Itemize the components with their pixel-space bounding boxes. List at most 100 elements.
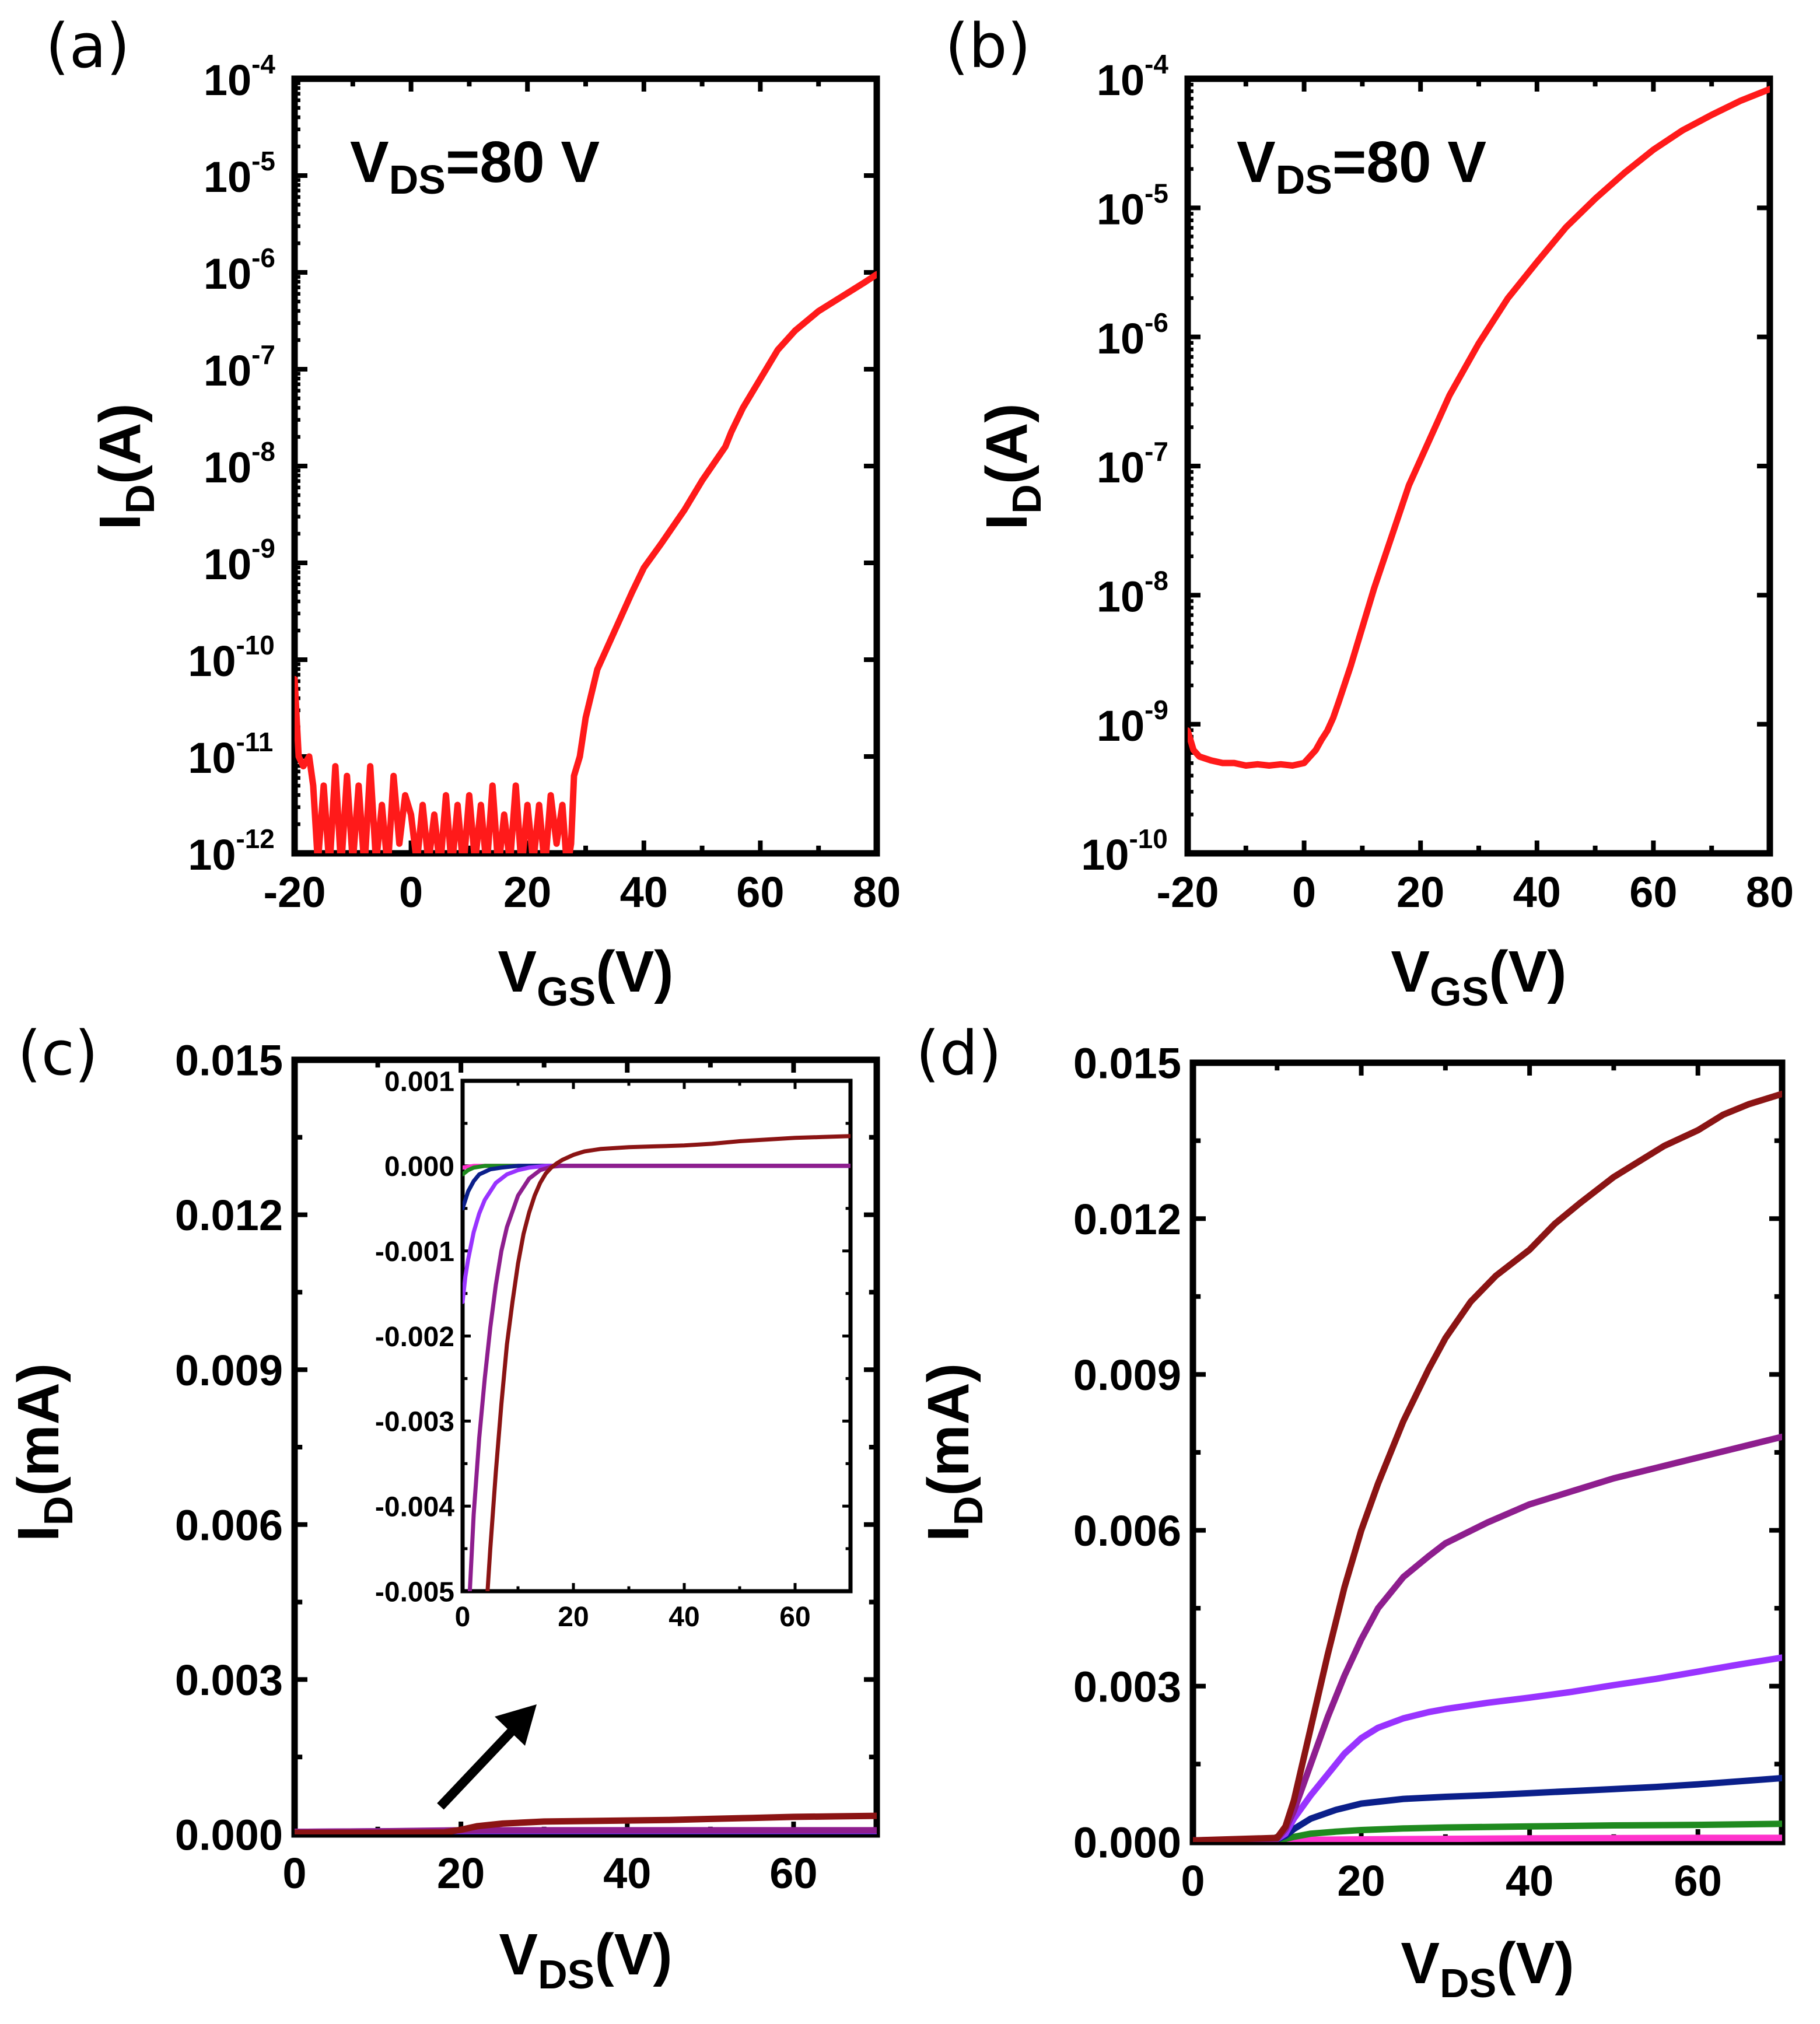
labels-c: 0 20 40 60 0.000 0.003 0.006 0.009 0.012 0.015 <box>175 1036 818 1897</box>
y-tick-label: -0.004 <box>375 1491 454 1522</box>
labels-d: 0 20 40 60 0.000 0.003 0.006 0.009 0.012 0.015 <box>1073 1039 1722 1905</box>
x-axis-label-c: VDS(V) <box>499 1922 672 1997</box>
y-tick-label: 10-6 <box>1097 307 1168 363</box>
curves-a <box>295 271 877 853</box>
x-tick-label: 40 <box>1506 1857 1553 1905</box>
x-tick-label: -20 <box>1157 868 1219 916</box>
x-tick-label: 0 <box>399 868 423 916</box>
ticks-a <box>292 76 879 856</box>
series-line-VGS6 <box>1193 1090 1782 1842</box>
panel-c: (c) 0 20 40 60 0.000 0.003 0.006 0.009 0.012 0.01… <box>6 1018 880 1997</box>
y-tick-label: 10-6 <box>204 243 275 298</box>
ticks-d <box>1191 1060 1784 1844</box>
y-tick-label: 10-5 <box>204 146 275 201</box>
x-tick-label: 20 <box>437 1849 485 1897</box>
y-tick-label: 0.001 <box>384 1066 454 1097</box>
panel-label-b: (b) <box>945 10 1031 82</box>
x-tick-label: 60 <box>1674 1857 1722 1905</box>
y-tick-label: 10-7 <box>1097 436 1168 492</box>
x-tick-label: 40 <box>1513 868 1561 916</box>
y-tick-label: 0.009 <box>1073 1351 1181 1399</box>
panel-label-d: (d) <box>916 1018 1002 1089</box>
x-tick-label: 20 <box>503 868 551 916</box>
series-line-VGS6 <box>295 1812 877 1834</box>
panel-d: (d) 0 20 40 60 0.000 0.003 0.006 0.009 0.012 0.01… <box>916 1018 1786 2006</box>
y-tick-label: 10-5 <box>1097 178 1168 233</box>
y-tick-label: 0.003 <box>1073 1662 1181 1711</box>
series-line-VGS5 <box>467 1164 850 1591</box>
x-tick-label: 0 <box>455 1602 471 1633</box>
panel-label-a: (a) <box>46 10 130 82</box>
x-tick-label: -20 <box>264 868 326 916</box>
panel-b: (b) -20 0 20 40 60 80 10-10 10-9 10-8 10-7 10-6 10-… <box>945 10 1794 1014</box>
x-tick-label: 40 <box>620 868 668 916</box>
y-tick-label: 10-7 <box>204 339 275 395</box>
y-axis-label-b: ID(A) <box>974 403 1049 530</box>
arrow-to-inset <box>437 1704 537 1810</box>
series-line-VGS3 <box>1193 1774 1782 1842</box>
ticks-c <box>292 1057 879 1837</box>
y-tick-label: 10-8 <box>1097 565 1168 621</box>
y-tick-label: 10-9 <box>1097 695 1168 750</box>
x-tick-label: 60 <box>769 1849 817 1897</box>
annotation-a: VDS=80 V <box>350 129 600 202</box>
y-tick-label: 10-10 <box>1081 824 1168 879</box>
y-tick-label: 0.012 <box>175 1191 283 1239</box>
series-line-VGS5 <box>1193 1433 1782 1842</box>
x-tick-label: 20 <box>1337 1857 1385 1905</box>
x-tick-label: 20 <box>1396 868 1444 916</box>
x-tick-label: 0 <box>1292 868 1316 916</box>
series-line-VGS4 <box>1193 1654 1782 1842</box>
y-tick-label: 10-11 <box>188 727 273 782</box>
y-tick-label: 10-10 <box>188 630 275 685</box>
y-tick-label: -0.005 <box>375 1577 454 1608</box>
y-axis-label-d: ID(mA) <box>916 1363 991 1542</box>
x-tick-label: 60 <box>1629 868 1677 916</box>
y-tick-label: 10-8 <box>204 436 275 492</box>
curves-b <box>1188 86 1770 769</box>
y-tick-label: 0.006 <box>1073 1507 1181 1555</box>
y-tick-label: 10-4 <box>1097 49 1169 104</box>
y-tick-label: 0.015 <box>175 1036 283 1085</box>
y-tick-label: 0.006 <box>175 1501 283 1549</box>
x-tick-label: 40 <box>668 1602 699 1633</box>
y-tick-label: 10-9 <box>204 533 275 589</box>
y-tick-label: 0.000 <box>384 1151 454 1182</box>
inset-curves <box>463 1134 850 1591</box>
y-tick-label: 0.012 <box>1073 1195 1181 1244</box>
x-tick-label: 60 <box>779 1602 810 1633</box>
x-axis-label-d: VDS(V) <box>1401 1931 1574 2006</box>
ticks-b <box>1185 76 1772 856</box>
plot-frame-d <box>1189 1059 1786 1846</box>
annotation-b: VDS=80 V <box>1237 129 1486 202</box>
x-tick-label: 20 <box>558 1602 589 1633</box>
y-tick-label: 0.009 <box>175 1346 283 1395</box>
y-axis-label-a: ID(A) <box>88 403 163 530</box>
x-tick-label: 40 <box>603 1849 651 1897</box>
x-tick-label: 0 <box>1181 1857 1205 1905</box>
series-line-transfer <box>1188 86 1770 769</box>
series-line-VGS6 <box>485 1134 850 1591</box>
x-axis-label-a: VGS(V) <box>498 939 673 1014</box>
y-tick-label: 0.000 <box>175 1811 283 1860</box>
x-tick-label: 60 <box>736 868 784 916</box>
x-tick-label: 80 <box>853 868 901 916</box>
inset-labels: 0 20 40 60 -0.005 -0.004 -0.003 -0.002 -0.001 0.0… <box>375 1066 811 1633</box>
y-tick-label: -0.001 <box>375 1237 454 1267</box>
y-tick-label: -0.002 <box>375 1322 454 1353</box>
panel-label-c: (c) <box>18 1018 98 1089</box>
series-line-transfer <box>295 271 877 853</box>
y-axis-label-c: ID(mA) <box>6 1363 81 1542</box>
plot-frame-b <box>1184 75 1773 857</box>
y-tick-label: 0.003 <box>175 1656 283 1704</box>
y-tick-label: 0.015 <box>1073 1039 1181 1088</box>
x-axis-label-b: VGS(V) <box>1391 939 1566 1014</box>
curves-c <box>295 1812 877 1834</box>
y-tick-label: 10-12 <box>188 824 275 879</box>
curves-d <box>1193 1090 1782 1842</box>
inset-c: 0 20 40 60 -0.005 -0.004 -0.003 -0.002 -0.001 0.0… <box>375 1066 853 1633</box>
y-tick-label: 10-4 <box>204 49 276 104</box>
labels-a: -20 0 20 40 60 80 10-12 10-11 10-10 10-9 10-8 10-7 1… <box>188 49 901 916</box>
y-tick-label: 0.000 <box>1073 1819 1181 1867</box>
